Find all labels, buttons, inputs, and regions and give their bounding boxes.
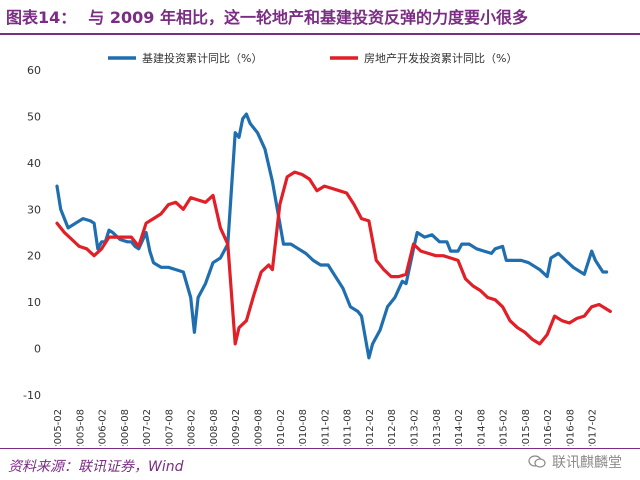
figure-label: 图表14： (6, 8, 77, 27)
legend-label: 基建投资累计同比（%） (142, 51, 262, 65)
x-tick-label: 2005-08 (75, 409, 86, 446)
x-tick-label: 2006-02 (98, 409, 109, 446)
x-tick-label: 2016-08 (565, 409, 576, 446)
y-tick-label: 20 (27, 250, 41, 263)
x-tick-label: 2016-02 (543, 409, 554, 446)
x-tick-label: 2011-08 (343, 409, 354, 446)
series-line-infrastructure (55, 112, 609, 360)
x-tick-label: 2008-08 (209, 409, 220, 446)
x-tick-label: 2014-08 (476, 409, 487, 446)
x-tick-label: 2007-02 (142, 409, 153, 446)
x-tick-label: 2009-02 (231, 409, 242, 446)
source-note: 资料来源：联讯证券，Wind (8, 459, 184, 475)
figure-title: 与 2009 年相比，这一轮地产和基建投资反弹的力度要小很多 (88, 8, 528, 27)
y-tick-label: 30 (27, 203, 41, 216)
x-tick-label: 2014-02 (454, 409, 465, 446)
series-line-property (55, 170, 612, 346)
x-tick-label: 2015-02 (499, 409, 510, 446)
x-tick-label: 2011-02 (320, 409, 331, 446)
x-tick-label: 2010-08 (298, 409, 309, 446)
y-tick-label: 10 (27, 296, 41, 309)
y-tick-label: 40 (27, 157, 41, 170)
x-tick-label: 2009-08 (254, 409, 265, 446)
chat-bubble-icon (528, 455, 546, 468)
y-tick-label: -10 (23, 389, 41, 402)
y-tick-label: 50 (27, 110, 41, 123)
x-tick-label: 2015-08 (521, 409, 532, 446)
line-chart: -10 0 10 20 30 40 50 60 2005-02 2005-08 2006-02 200… (23, 51, 612, 446)
x-tick-label: 2017-02 (588, 409, 599, 446)
x-tick-label: 2012-02 (365, 409, 376, 446)
watermark: 联讯麒麟堂 (528, 452, 622, 472)
footer-divider (0, 448, 640, 449)
x-tick-label: 2007-08 (164, 409, 175, 446)
x-tick-label: 2013-02 (409, 409, 420, 446)
title-divider (0, 33, 640, 35)
x-tick-label: 2008-02 (187, 409, 198, 446)
x-tick-label: 2010-02 (276, 409, 287, 446)
x-tick-label: 2006-08 (120, 409, 131, 446)
watermark-text: 联讯麒麟堂 (552, 455, 622, 471)
y-tick-label: 60 (27, 64, 41, 77)
x-tick-label: 2005-02 (53, 409, 64, 446)
legend-label: 房地产开发投资累计同比（%） (364, 51, 517, 65)
x-tick-label: 2012-08 (387, 409, 398, 446)
figure-title-bar: 图表14： 与 2009 年相比，这一轮地产和基建投资反弹的力度要小很多 (0, 0, 640, 32)
y-tick-label: 0 (34, 343, 41, 356)
x-tick-label: 2013-08 (432, 409, 443, 446)
